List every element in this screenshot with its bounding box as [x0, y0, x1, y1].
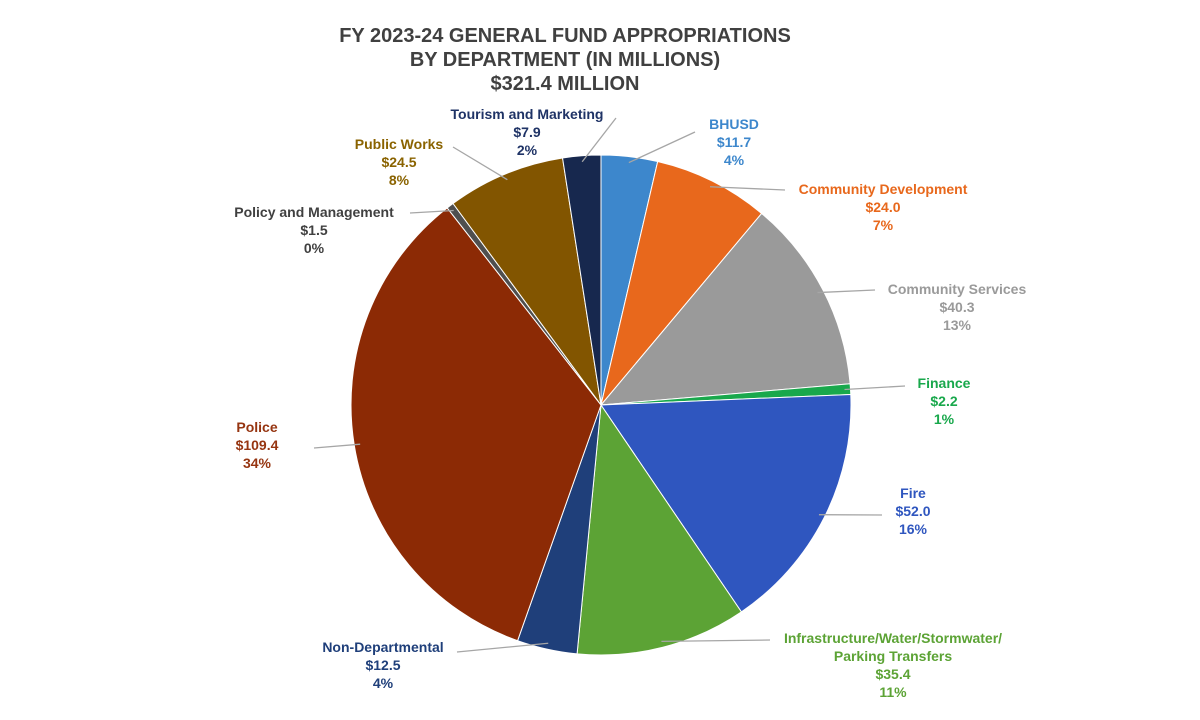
leader-line-7: [456, 642, 549, 653]
pie-slice-11: [561, 154, 602, 406]
data-label-3: Community Services $40.3 13%: [888, 281, 1027, 333]
chart-title-line-1: FY 2023-24 GENERAL FUND APPROPRIATIONS: [339, 25, 791, 47]
data-label-1: BHUSD $11.7 4%: [709, 116, 759, 168]
leader-line-10: [452, 146, 508, 181]
data-label-8: Police $109.4 34%: [236, 419, 279, 471]
data-label-10: Public Works $24.5 8%: [355, 136, 444, 188]
pie-slice-6: [576, 403, 743, 656]
data-label-9: Policy and Management $1.5 0%: [234, 204, 394, 256]
pie-slice-2: [600, 160, 763, 406]
leader-line-9: [409, 209, 454, 214]
data-label-7: Non-Departmental $12.5 4%: [322, 639, 443, 691]
pie-slice-10: [452, 157, 602, 406]
pie-slice-3: [599, 212, 851, 406]
chart-title-line-2: BY DEPARTMENT (IN MILLIONS): [409, 49, 721, 71]
leader-line-6: [661, 639, 771, 643]
data-label-5: Fire $52.0 16%: [895, 485, 930, 537]
data-label-11: Tourism and Marketing $7.9 2%: [451, 106, 604, 158]
data-label-4: Finance $2.2 1%: [918, 375, 971, 427]
data-label-2: Community Development $24.0 7%: [799, 181, 968, 233]
leader-line-8: [313, 443, 361, 449]
chart-title: FY 2023-24 GENERAL FUND APPROPRIATIONS B…: [0, 24, 1130, 96]
leader-line-1: [628, 131, 696, 164]
data-label-6: Infrastructure/Water/Stormwater/Parking …: [784, 630, 1002, 700]
leader-line-11: [581, 117, 617, 163]
leader-line-2: [710, 186, 786, 191]
leader-line-4: [844, 385, 906, 391]
chart-title-line-3: $321.4 MILLION: [490, 73, 640, 95]
pie-slice-5: [600, 393, 852, 613]
leader-line-3: [817, 289, 876, 294]
